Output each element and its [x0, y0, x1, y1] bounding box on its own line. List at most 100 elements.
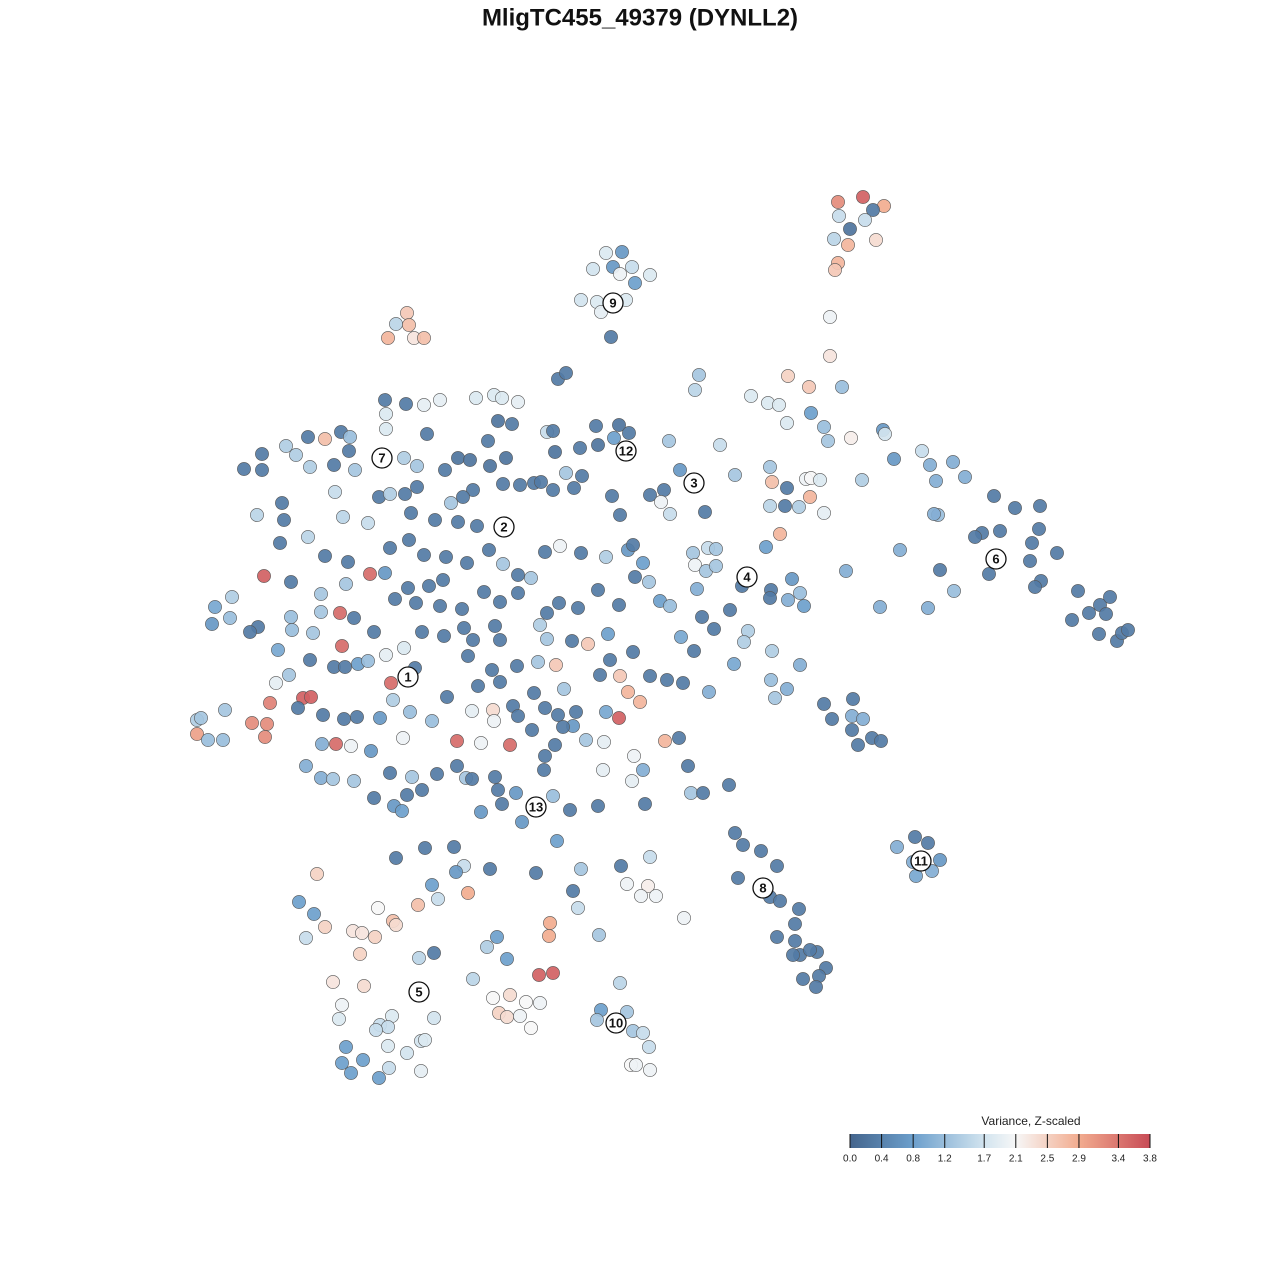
- point: [314, 605, 328, 619]
- point: [681, 759, 695, 773]
- point: [780, 481, 794, 495]
- point: [597, 735, 611, 749]
- point: [327, 458, 341, 472]
- point: [532, 968, 546, 982]
- point: [827, 232, 841, 246]
- point: [574, 862, 588, 876]
- point: [574, 293, 588, 307]
- point: [347, 774, 361, 788]
- point: [314, 771, 328, 785]
- point: [303, 653, 317, 667]
- cluster-badge: [752, 877, 774, 899]
- point: [316, 708, 330, 722]
- point: [410, 480, 424, 494]
- point: [754, 844, 768, 858]
- point: [613, 508, 627, 522]
- point: [378, 393, 392, 407]
- point: [821, 434, 835, 448]
- point: [1032, 522, 1046, 536]
- point: [379, 648, 393, 662]
- point: [348, 463, 362, 477]
- point: [553, 539, 567, 553]
- point: [663, 507, 677, 521]
- point: [338, 660, 352, 674]
- point: [765, 644, 779, 658]
- point: [440, 690, 454, 704]
- point: [690, 582, 704, 596]
- point: [825, 712, 839, 726]
- point: [764, 673, 778, 687]
- point: [487, 714, 501, 728]
- point: [622, 426, 636, 440]
- point: [559, 466, 573, 480]
- point: [356, 1053, 370, 1067]
- point: [513, 478, 527, 492]
- point: [527, 686, 541, 700]
- point: [263, 696, 277, 710]
- point: [737, 635, 751, 649]
- point: [722, 778, 736, 792]
- point: [958, 470, 972, 484]
- point: [993, 524, 1007, 538]
- point: [216, 733, 230, 747]
- point: [1071, 584, 1085, 598]
- point: [389, 851, 403, 865]
- point: [425, 714, 439, 728]
- point: [277, 513, 291, 527]
- point: [449, 865, 463, 879]
- cluster-label: 2: [500, 519, 507, 534]
- point: [702, 685, 716, 699]
- point: [643, 488, 657, 502]
- point: [318, 432, 332, 446]
- point: [438, 463, 452, 477]
- point: [571, 601, 585, 615]
- point: [677, 911, 691, 925]
- point: [341, 555, 355, 569]
- point: [470, 519, 484, 533]
- point: [615, 245, 629, 259]
- cluster-label: 1: [404, 669, 411, 684]
- point: [515, 815, 529, 829]
- point: [614, 859, 628, 873]
- point: [417, 548, 431, 562]
- point: [397, 451, 411, 465]
- point: [431, 892, 445, 906]
- point: [856, 712, 870, 726]
- point: [563, 803, 577, 817]
- point: [422, 579, 436, 593]
- point: [1050, 546, 1064, 560]
- cluster-badge: [985, 548, 1007, 570]
- point: [673, 463, 687, 477]
- point: [686, 546, 700, 560]
- point: [505, 417, 519, 431]
- point: [243, 625, 257, 639]
- point: [593, 668, 607, 682]
- point: [633, 695, 647, 709]
- point: [592, 928, 606, 942]
- point: [589, 419, 603, 433]
- point: [803, 490, 817, 504]
- point: [372, 1071, 386, 1085]
- point: [538, 545, 552, 559]
- point: [318, 920, 332, 934]
- point: [481, 434, 495, 448]
- point: [688, 383, 702, 397]
- point: [1092, 627, 1106, 641]
- point: [982, 567, 996, 581]
- point: [450, 759, 464, 773]
- point: [389, 918, 403, 932]
- points: [190, 190, 1135, 1085]
- point: [548, 738, 562, 752]
- point: [301, 430, 315, 444]
- point: [368, 930, 382, 944]
- point: [367, 625, 381, 639]
- point: [529, 866, 543, 880]
- cluster-badge: [615, 440, 637, 462]
- point: [524, 1021, 538, 1035]
- point: [728, 468, 742, 482]
- point: [533, 996, 547, 1010]
- point: [511, 709, 525, 723]
- point: [201, 733, 215, 747]
- point: [1082, 606, 1096, 620]
